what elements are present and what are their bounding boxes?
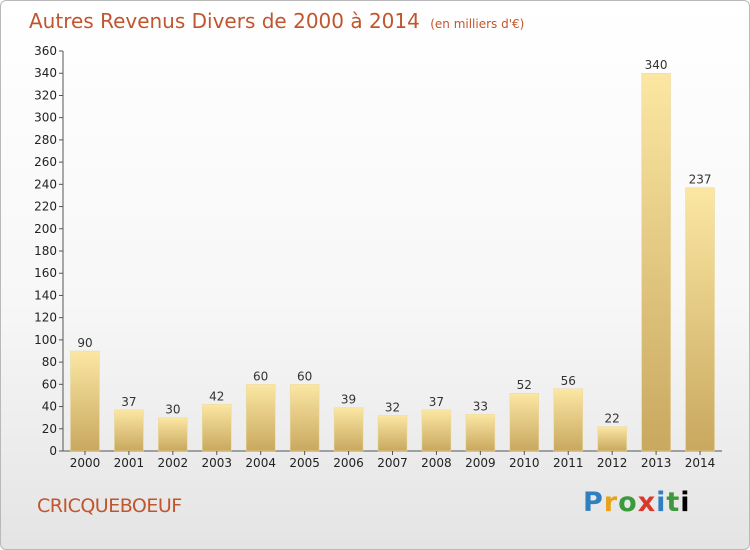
y-tick-label: 100	[34, 333, 57, 347]
y-tick-label: 220	[34, 200, 57, 214]
x-tick-label: 2006	[333, 456, 364, 470]
bar-value-label: 37	[429, 395, 444, 409]
bar	[202, 404, 232, 452]
bar-value-label: 30	[165, 403, 180, 417]
bar-value-label: 237	[689, 173, 712, 187]
y-tick-label: 120	[34, 311, 57, 325]
bar-value-label: 90	[77, 336, 92, 350]
bar	[289, 384, 320, 452]
bar-value-label: 56	[561, 374, 576, 388]
x-tick-label: 2002	[158, 456, 189, 470]
bar	[641, 72, 671, 452]
y-tick-label: 60	[42, 377, 57, 391]
y-tick-label: 240	[34, 177, 57, 191]
bar	[465, 414, 496, 452]
x-tick-label: 2010	[509, 456, 540, 470]
y-tick-label: 260	[34, 155, 57, 169]
x-tick-label: 2009	[465, 456, 496, 470]
bar-value-label: 22	[605, 412, 620, 426]
x-tick-label: 2005	[289, 456, 320, 470]
x-tick-label: 2004	[245, 456, 276, 470]
bar-value-label: 52	[517, 378, 532, 392]
bar-value-label: 340	[645, 58, 668, 72]
bar	[377, 415, 408, 452]
bar	[114, 409, 144, 452]
y-tick-label: 20	[42, 422, 57, 436]
x-tick-label: 2013	[641, 456, 672, 470]
y-tick-label: 300	[34, 111, 57, 125]
y-tick-label: 340	[34, 66, 57, 80]
bar-value-label: 32	[385, 400, 400, 414]
bar	[333, 407, 364, 452]
x-tick-label: 2007	[377, 456, 408, 470]
y-tick-label: 40	[42, 400, 57, 414]
y-tick-label: 180	[34, 244, 57, 258]
bar-value-label: 60	[253, 369, 268, 383]
x-tick-label: 2012	[597, 456, 628, 470]
bar	[70, 350, 100, 452]
chart-subtitle: (en milliers d'€)	[430, 17, 525, 31]
bar-value-label: 42	[209, 389, 224, 403]
bar	[158, 417, 188, 452]
y-tick-label: 80	[42, 355, 57, 369]
y-tick-label: 360	[34, 44, 57, 58]
x-tick-label: 2011	[553, 456, 584, 470]
proxiti-logo: Proxiti	[583, 487, 691, 518]
bar	[421, 409, 452, 452]
x-tick-label: 2014	[685, 456, 716, 470]
commune-name: CRICQUEBOEUF	[37, 495, 182, 517]
bar-value-label: 39	[341, 393, 356, 407]
bar-value-label: 60	[297, 369, 312, 383]
bar-value-label: 37	[121, 395, 136, 409]
y-tick-label: 320	[34, 88, 57, 102]
bar	[685, 187, 715, 452]
x-tick-label: 2003	[201, 456, 232, 470]
bar	[553, 388, 583, 452]
y-tick-label: 160	[34, 266, 57, 280]
y-tick-label: 280	[34, 133, 57, 147]
bar	[597, 426, 627, 452]
bar-value-label: 33	[473, 399, 488, 413]
x-tick-label: 2001	[114, 456, 145, 470]
x-tick-label: 2008	[421, 456, 452, 470]
chart-title-text: Autres Revenus Divers de 2000 à 2014	[29, 9, 420, 33]
y-tick-label: 0	[49, 444, 57, 458]
bar	[245, 384, 276, 452]
y-tick-label: 140	[34, 288, 57, 302]
chart-title: Autres Revenus Divers de 2000 à 2014 (en…	[29, 9, 524, 33]
bar	[509, 392, 540, 452]
x-tick-label: 2000	[70, 456, 101, 470]
y-tick-label: 200	[34, 222, 57, 236]
